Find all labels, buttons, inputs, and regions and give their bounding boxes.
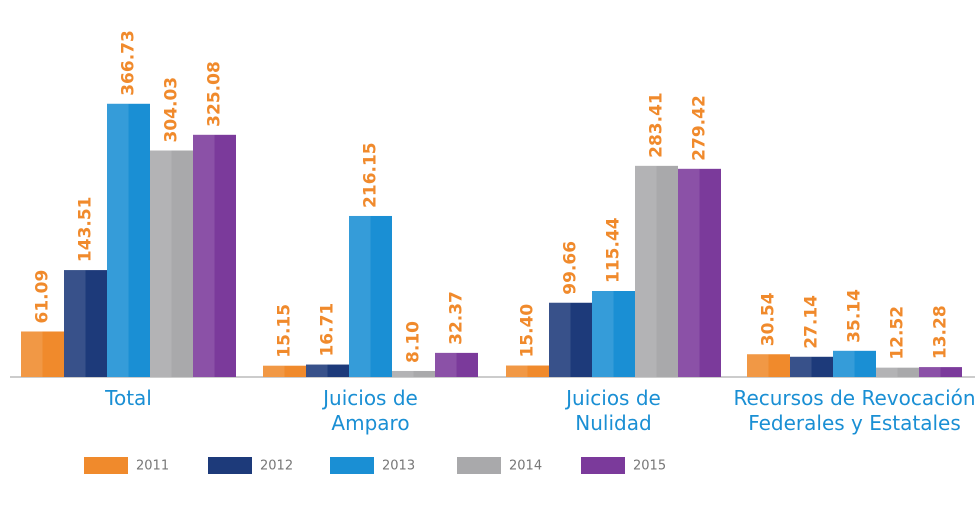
bar-gloss — [592, 290, 614, 377]
data-label: 99.66 — [561, 241, 581, 295]
category-label: Juicios de Nulidad — [566, 386, 661, 435]
bar — [506, 365, 549, 377]
bar — [747, 354, 790, 377]
legend-label: 2012 — [260, 459, 293, 474]
data-label: 12.52 — [888, 306, 908, 360]
bar-gloss — [919, 367, 941, 377]
bar-gloss — [150, 150, 172, 377]
legend-label: 2011 — [136, 459, 169, 474]
bar-gloss — [193, 134, 215, 377]
data-label: 30.54 — [759, 292, 779, 346]
bar-gloss — [833, 350, 855, 377]
bar — [306, 364, 349, 377]
bar — [833, 350, 876, 377]
data-label: 216.15 — [361, 142, 381, 208]
data-label: 8.10 — [404, 321, 424, 363]
bar-gloss — [549, 302, 571, 377]
legend-swatch — [330, 457, 374, 474]
bar — [678, 168, 721, 377]
data-label: 13.28 — [931, 305, 951, 359]
legend-label: 2015 — [633, 459, 666, 474]
legend-swatch — [581, 457, 625, 474]
bar — [64, 270, 107, 377]
bar — [107, 103, 150, 378]
bar — [435, 352, 478, 377]
category-label: Juicios de Amparo — [323, 386, 418, 435]
data-label: 283.41 — [647, 92, 667, 158]
bar — [21, 331, 64, 377]
legend-swatch — [457, 457, 501, 474]
bar-gloss — [747, 354, 769, 377]
bar — [790, 356, 833, 377]
bar — [193, 134, 236, 377]
bar-gloss — [790, 356, 812, 377]
bar — [150, 150, 193, 377]
bar — [549, 302, 592, 377]
bar-gloss — [506, 365, 528, 377]
legend-label: 2014 — [509, 459, 542, 474]
bar-gloss — [392, 370, 414, 377]
bar — [876, 367, 919, 377]
data-label: 35.14 — [845, 289, 865, 343]
bar — [392, 370, 435, 377]
data-label: 27.14 — [802, 295, 822, 349]
bar — [263, 365, 306, 377]
legend-label: 2013 — [382, 459, 415, 474]
data-label: 32.37 — [447, 291, 467, 345]
bar — [919, 367, 962, 377]
bar-gloss — [21, 331, 43, 377]
category-label: Total — [105, 386, 152, 410]
bar — [635, 165, 678, 377]
bar — [592, 290, 635, 377]
bar-gloss — [876, 367, 898, 377]
data-label: 304.03 — [162, 77, 182, 143]
bar-gloss — [263, 365, 285, 377]
data-label: 16.71 — [318, 303, 338, 357]
data-label: 366.73 — [119, 30, 139, 96]
bar — [349, 215, 392, 377]
bar-gloss — [678, 168, 700, 377]
bar-gloss — [64, 270, 86, 377]
category-label: Recursos de Revocación Federales y Estat… — [733, 386, 976, 435]
data-label: 143.51 — [76, 196, 96, 262]
data-label: 325.08 — [205, 61, 225, 127]
data-label: 279.42 — [690, 95, 710, 161]
bar-gloss — [306, 364, 328, 377]
data-label: 61.09 — [33, 270, 53, 324]
bar-gloss — [635, 165, 657, 377]
data-label: 115.44 — [604, 217, 624, 283]
bar-gloss — [349, 215, 371, 377]
bar-gloss — [107, 103, 129, 378]
data-label: 15.40 — [518, 304, 538, 358]
legend-swatch — [84, 457, 128, 474]
data-label: 15.15 — [275, 304, 295, 358]
legend-swatch — [208, 457, 252, 474]
bar-gloss — [435, 352, 457, 377]
